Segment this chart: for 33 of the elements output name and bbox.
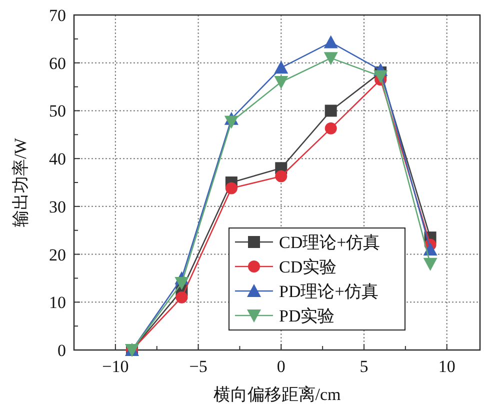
point — [324, 35, 338, 48]
point — [275, 170, 288, 182]
point — [324, 52, 338, 66]
point — [174, 277, 189, 290]
point — [274, 76, 288, 89]
y-tick-label: 0 — [58, 341, 66, 360]
legend-label: PD理论+仿真 — [279, 282, 378, 301]
x-tick-label: −10 — [102, 357, 129, 376]
point — [423, 258, 438, 271]
y-tick-label: 10 — [49, 293, 66, 312]
point — [225, 182, 238, 194]
point — [274, 60, 288, 74]
point — [224, 116, 238, 129]
x-axis-title: 横向偏移距离/cm — [213, 385, 341, 404]
x-tick-label: 0 — [276, 357, 286, 376]
point — [324, 104, 337, 117]
x-tick-label: −5 — [189, 357, 208, 376]
y-tick-label: 50 — [49, 102, 66, 121]
point — [423, 242, 438, 256]
y-tick-label: 60 — [49, 54, 66, 73]
legend-label: CD实验 — [279, 258, 337, 276]
point — [324, 122, 337, 134]
y-tick-label: 70 — [49, 6, 66, 25]
legend-label: CD理论+仿真 — [279, 233, 380, 252]
y-tick-label: 20 — [49, 245, 66, 264]
point — [374, 70, 388, 84]
point — [176, 291, 188, 304]
y-tick-label: 30 — [49, 197, 66, 216]
legend-label: PD实验 — [279, 306, 335, 326]
x-tick-label: 5 — [360, 357, 368, 376]
y-tick-label: 40 — [49, 150, 66, 169]
y-axis-title: 输出功率/W — [11, 137, 30, 227]
x-tick-label: 10 — [438, 357, 456, 376]
